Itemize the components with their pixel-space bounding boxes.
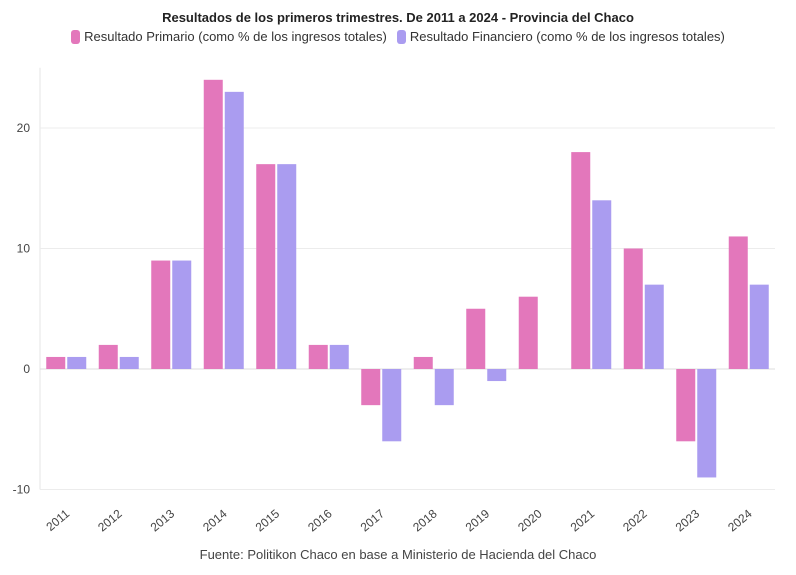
x-tick-label: 2023 — [673, 506, 703, 534]
bar-financiero-2019 — [487, 369, 507, 382]
x-tick-label: 2016 — [305, 506, 335, 534]
legend-item-primario[interactable]: Resultado Primario (como % de los ingres… — [71, 29, 387, 44]
bar-financiero-2016 — [329, 344, 349, 369]
bar-primario-2013 — [151, 260, 171, 369]
bar-financiero-2022 — [644, 284, 664, 369]
bar-primario-2021 — [571, 152, 591, 369]
bar-financiero-2011 — [67, 356, 87, 369]
x-tick-label: 2014 — [200, 506, 230, 534]
legend: Resultado Primario (como % de los ingres… — [0, 29, 796, 44]
x-tick-label: 2012 — [95, 506, 125, 534]
x-tick-label: 2022 — [620, 506, 650, 534]
bar-primario-2023 — [676, 369, 696, 442]
bar-primario-2014 — [203, 79, 223, 370]
legend-label-primario: Resultado Primario (como % de los ingres… — [84, 29, 387, 44]
y-tick-label: -10 — [13, 483, 31, 497]
x-tick-label: 2011 — [43, 506, 72, 534]
bar-primario-2011 — [46, 356, 66, 369]
x-tick-label: 2017 — [358, 506, 388, 534]
y-tick-label: 0 — [23, 362, 30, 376]
chart-title: Resultados de los primeros trimestres. D… — [162, 10, 634, 25]
legend-label-financiero: Resultado Financiero (como % de los ingr… — [409, 29, 725, 44]
x-tick-label: 2020 — [515, 506, 545, 534]
bar-primario-2015 — [256, 164, 276, 369]
bar-financiero-2024 — [749, 284, 769, 369]
bar-financiero-2018 — [434, 369, 454, 406]
bar-primario-2018 — [413, 356, 433, 369]
bar-financiero-2014 — [224, 91, 244, 369]
y-tick-label: 10 — [17, 242, 31, 256]
bar-financiero-2015 — [277, 164, 297, 369]
x-tick-label: 2024 — [725, 506, 755, 534]
legend-swatch-primario — [71, 29, 81, 44]
bar-financiero-2012 — [119, 356, 139, 369]
x-tick-label: 2015 — [253, 506, 283, 534]
x-tick-label: 2013 — [148, 506, 178, 534]
y-tick-label: 20 — [17, 121, 31, 135]
source-note: Fuente: Politikon Chaco en base a Minist… — [199, 547, 597, 562]
bar-financiero-2013 — [172, 260, 192, 369]
bar-primario-2019 — [466, 308, 486, 369]
x-tick-label: 2019 — [463, 506, 493, 534]
legend-item-financiero[interactable]: Resultado Financiero (como % de los ingr… — [396, 29, 725, 44]
x-tick-label: 2018 — [410, 506, 440, 534]
bar-primario-2022 — [623, 248, 643, 369]
bar-primario-2024 — [728, 236, 748, 369]
bar-primario-2012 — [98, 344, 118, 369]
bar-primario-2020 — [518, 296, 538, 369]
bar-primario-2017 — [361, 369, 381, 406]
bar-financiero-2023 — [697, 369, 717, 478]
x-tick-label: 2021 — [568, 506, 598, 534]
legend-swatch-financiero — [396, 29, 406, 44]
bar-financiero-2021 — [592, 200, 612, 369]
bar-financiero-2017 — [382, 369, 402, 442]
bar-primario-2016 — [308, 344, 328, 369]
